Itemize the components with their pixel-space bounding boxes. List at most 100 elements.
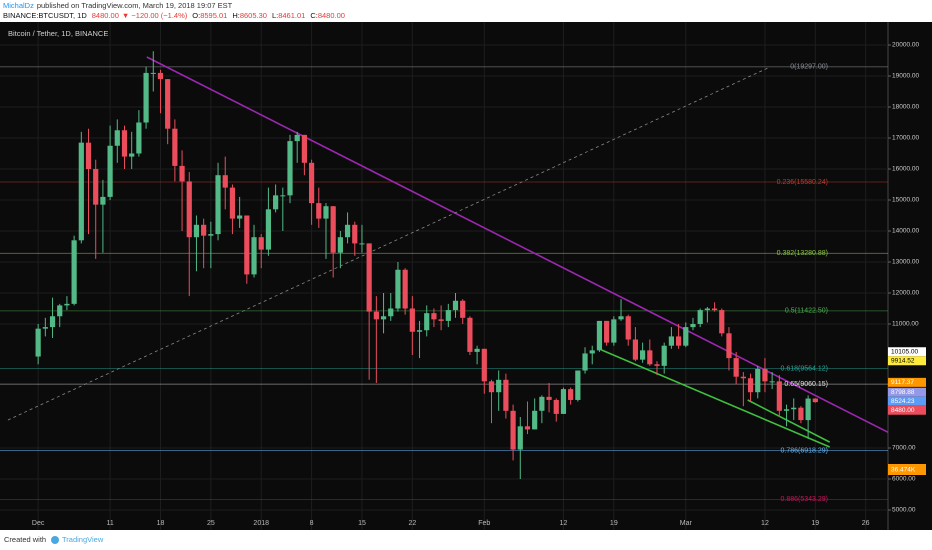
candle-body — [258, 237, 264, 250]
candle-body — [611, 319, 617, 343]
candle-body — [172, 128, 178, 166]
candle-body — [791, 407, 797, 410]
level-label: 0(19297.00) — [790, 64, 828, 71]
candle-body — [201, 224, 207, 236]
y-tick-label: 5000.00 — [892, 507, 916, 514]
level-label: 0.382(13280.88) — [777, 250, 828, 257]
y-tick-label: 19000.00 — [892, 73, 919, 80]
candle-body — [179, 165, 185, 182]
candle-body — [107, 145, 113, 197]
candle-body — [431, 313, 437, 320]
candle-body — [193, 224, 200, 238]
candle-body — [424, 313, 430, 331]
x-tick-label: 25 — [207, 520, 215, 527]
candle-body — [654, 364, 660, 366]
last: 8480.00 — [92, 11, 119, 20]
candle-body — [532, 410, 538, 430]
candle-body — [344, 224, 351, 238]
price-tag-bg — [888, 377, 926, 387]
candle-body — [143, 72, 149, 123]
candle-body — [35, 328, 41, 357]
footer-logo — [51, 536, 59, 544]
chart-title: Bitcoin / Tether, 1D, BINANCE — [8, 29, 108, 38]
author[interactable]: MichalDz — [3, 1, 34, 10]
price-tag: 10105.00 — [891, 348, 918, 355]
trend-line — [601, 349, 831, 448]
price-tag: 9914.52 — [891, 357, 915, 364]
candle-body — [546, 396, 552, 400]
price-tag-bg — [888, 396, 926, 406]
ohlc-key: O: — [192, 11, 200, 20]
candle-body — [661, 345, 667, 366]
candle-body — [42, 327, 48, 329]
candle-body — [287, 141, 293, 196]
candle-body — [445, 310, 451, 321]
ohlc-value: 8461.01 — [278, 11, 305, 20]
candle-body — [632, 339, 639, 360]
candle-body — [798, 407, 804, 421]
candle-body — [704, 308, 710, 311]
candle-body — [568, 389, 574, 400]
candle-body — [395, 269, 401, 309]
x-tick-label: 22 — [408, 520, 416, 527]
level-label: 0.886(5343.29) — [781, 496, 828, 503]
y-tick-label: 15000.00 — [892, 197, 919, 204]
candle-body — [388, 308, 394, 317]
candle-body — [222, 175, 228, 188]
candle-body — [755, 368, 761, 393]
volume-tag: 36.474K — [891, 467, 916, 474]
ohlc-key: L: — [272, 11, 278, 20]
footer-brand[interactable]: TradingView — [62, 535, 104, 544]
candle-body — [301, 134, 307, 163]
candle-body — [330, 206, 336, 253]
candle-body — [776, 381, 782, 411]
x-tick-label: 2018 — [253, 520, 269, 527]
candle-body — [452, 300, 459, 311]
candle-body — [294, 134, 300, 142]
candle-body — [93, 169, 99, 205]
candle-body — [812, 398, 818, 403]
candle-body — [280, 195, 286, 197]
candle-body — [114, 130, 120, 146]
candle-body — [640, 350, 646, 360]
change: ▼ −120.00 (−1.4%) — [122, 11, 188, 20]
level-label: 0.236(15580.24) — [777, 179, 828, 186]
y-tick-label: 6000.00 — [892, 476, 916, 483]
candle-body — [683, 327, 689, 346]
candle-body — [769, 381, 775, 383]
candle-body — [517, 426, 523, 450]
price-tag: 8798.88 — [891, 389, 915, 396]
candle-body — [539, 396, 545, 411]
x-tick-label: 18 — [157, 520, 165, 527]
price-tag-bg — [888, 405, 926, 415]
candle-body — [157, 72, 164, 80]
candle-body — [553, 399, 559, 414]
y-tick-label: 11000.00 — [892, 321, 919, 328]
candle-body — [589, 350, 595, 354]
x-tick-label: 12 — [560, 520, 568, 527]
ohlc-key: C: — [310, 11, 318, 20]
candle-body — [165, 79, 171, 129]
candle-body — [49, 316, 56, 328]
ohlc-value: 8605.30 — [240, 11, 267, 20]
candle-body — [496, 379, 502, 393]
candle-body — [251, 237, 257, 275]
candle-body — [783, 409, 790, 411]
candle-body — [481, 348, 487, 382]
x-tick-label: 11 — [106, 520, 113, 527]
candle-body — [690, 324, 696, 328]
y-tick-label: 14000.00 — [892, 228, 919, 235]
trend-line — [7, 66, 771, 421]
y-tick-label: 16000.00 — [892, 166, 919, 173]
candle-body — [719, 310, 725, 334]
x-tick-label: Dec — [32, 520, 45, 527]
candle-body — [100, 196, 106, 205]
candle-body — [488, 381, 495, 393]
pane — [0, 22, 888, 530]
candle-body — [208, 234, 214, 236]
candle-body — [575, 370, 581, 400]
candle-body — [747, 378, 754, 393]
candle-body — [85, 142, 92, 170]
candle-body — [733, 358, 739, 377]
